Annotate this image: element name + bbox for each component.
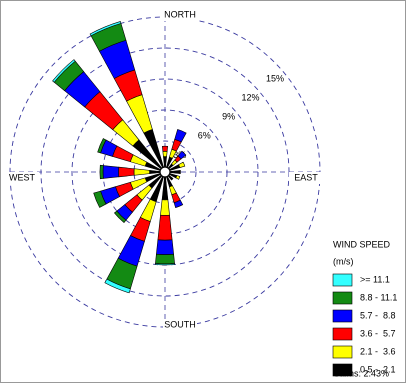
legend-swatch <box>332 291 353 305</box>
legend-title: WIND SPEED <box>333 239 391 249</box>
petal-segment <box>155 253 175 265</box>
calms-label: Calms: 2.43% <box>333 368 389 378</box>
legend-label: 5.7 - 8.8 <box>360 310 396 320</box>
petal-segment <box>104 278 131 294</box>
legend-swatch <box>332 327 353 341</box>
compass-label: SOUTH <box>164 319 196 329</box>
petal-segment <box>174 129 187 143</box>
petal-segment <box>52 59 76 83</box>
petal-segment <box>113 210 127 224</box>
petal-segment <box>156 239 174 255</box>
legend-swatch <box>332 273 353 287</box>
petal-segment <box>160 199 170 216</box>
compass-label-bg <box>5 172 39 184</box>
compass-label-bg <box>289 172 323 184</box>
petal-segment <box>161 145 169 152</box>
legend-label: >= 11.1 <box>360 274 390 284</box>
ring-label: 15% <box>266 73 284 83</box>
legend-unit: (m/s) <box>333 256 354 266</box>
legend-label: 8.8 - 11.1 <box>360 292 397 302</box>
petal-segment <box>178 161 186 168</box>
petal-segment <box>177 150 187 160</box>
legend-swatch <box>332 345 353 359</box>
petal-segment <box>93 190 107 208</box>
calm-circle <box>159 166 171 178</box>
compass-label-bg <box>163 9 197 21</box>
ring-label: 6% <box>198 131 211 141</box>
legend-swatch <box>332 309 353 323</box>
compass-label: NORTH <box>164 9 196 19</box>
petal-segment <box>154 263 176 266</box>
compass-label-bg <box>163 319 197 331</box>
petal-segment <box>102 165 120 179</box>
compass-label: EAST <box>294 172 318 182</box>
petal-segment <box>164 170 181 174</box>
legend-label: 2.1 - 3.6 <box>360 346 396 356</box>
petal-segment <box>162 151 168 157</box>
ring-label: 9% <box>222 112 235 122</box>
ring-label: 12% <box>242 92 260 102</box>
legend-label: 3.6 - 5.7 <box>360 328 396 338</box>
petal-segment <box>175 175 181 180</box>
petal-segment <box>173 199 184 209</box>
petal-segment <box>97 138 107 154</box>
petal-segment <box>99 164 104 180</box>
legend-swatch <box>332 363 353 377</box>
petal-segment <box>89 21 122 37</box>
compass-label: WEST <box>9 172 36 182</box>
ring <box>102 109 228 235</box>
legend-label: 0.5 - 2.1 <box>360 364 396 374</box>
petal-segment <box>157 214 173 241</box>
petal-segment <box>118 166 135 178</box>
